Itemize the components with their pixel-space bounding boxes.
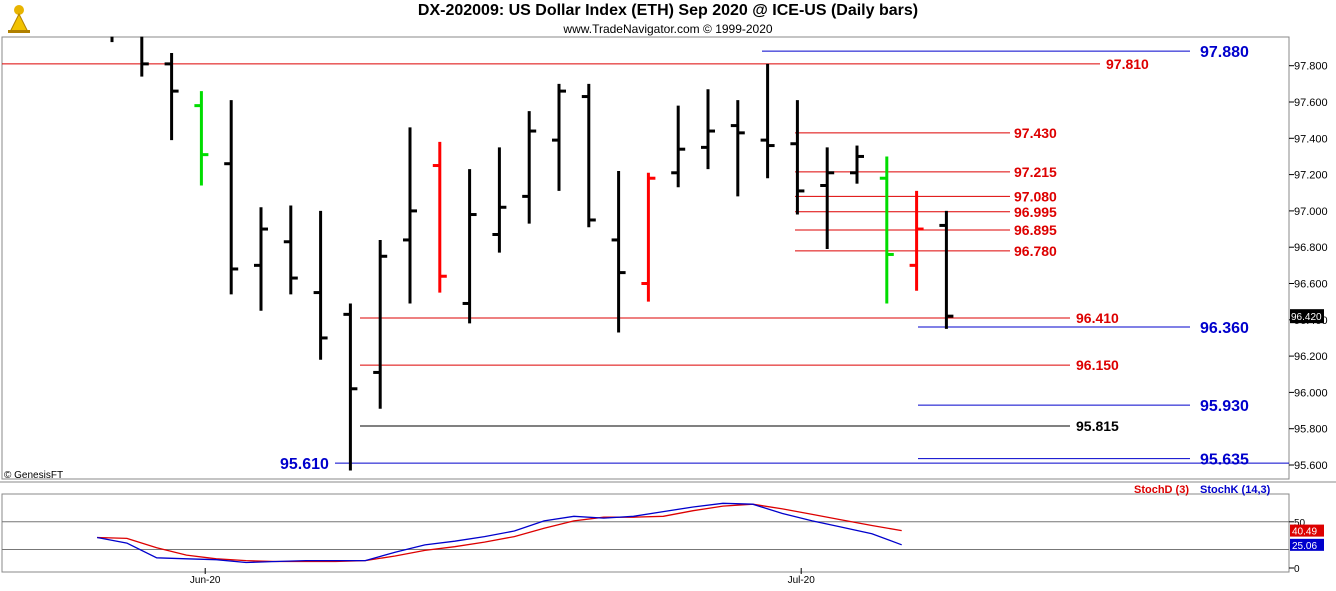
price-axis-label: 95.600 <box>1294 460 1328 472</box>
last-price-tag <box>1290 309 1324 324</box>
level-label: 95.610 <box>280 456 329 473</box>
ohlc-bar <box>581 83 596 228</box>
watermark: © GenesisFT <box>4 470 63 481</box>
legend-stoch-k: StochK (14,3) <box>1200 484 1271 496</box>
level-label: 95.815 <box>1076 418 1119 434</box>
ohlc-bar <box>283 205 298 295</box>
ohlc-bar <box>343 303 358 471</box>
ohlc-bar <box>730 100 745 197</box>
oscillator-panel <box>1 493 1290 573</box>
stoch-d-tag <box>1290 524 1324 537</box>
ohlc-bar <box>492 147 507 253</box>
price-axis-label: 97.200 <box>1294 170 1328 182</box>
level-label: 96.360 <box>1200 320 1249 337</box>
ohlc-bar <box>522 111 537 224</box>
stoch-d-value: 40.49 <box>1292 527 1317 538</box>
ohlc-bar <box>224 100 239 295</box>
level-label: 96.410 <box>1076 310 1119 326</box>
ohlc-bar <box>760 63 775 179</box>
level-label: 96.995 <box>1014 204 1057 220</box>
ohlc-bar <box>790 100 805 215</box>
chart-title: DX-202009: US Dollar Index (ETH) Sep 202… <box>417 2 919 19</box>
ohlc-bar <box>313 210 328 360</box>
price-axis-label: 97.600 <box>1294 97 1328 109</box>
x-axis-label: Jun-20 <box>190 575 221 586</box>
price-axis-label: 96.600 <box>1294 279 1328 291</box>
price-panel <box>1 36 1290 480</box>
ohlc-bar <box>432 141 447 293</box>
level-label: 97.430 <box>1014 125 1057 141</box>
level-label: 95.635 <box>1200 452 1249 469</box>
price-axis-label: 97.800 <box>1294 61 1328 73</box>
osc-axis-label: 50 <box>1294 518 1306 529</box>
price-axis-label: 97.000 <box>1294 206 1328 218</box>
genesis-logo <box>6 4 32 39</box>
ohlc-bar <box>879 156 894 304</box>
chart-subtitle: www.TradeNavigator.com © 1999-2020 <box>563 22 773 36</box>
level-label: 96.895 <box>1014 222 1057 238</box>
ohlc-bar <box>701 89 715 170</box>
ohlc-bar <box>194 91 209 186</box>
ohlc-bar <box>671 105 686 188</box>
ohlc-bar <box>909 190 924 291</box>
osc-axis-label: 0 <box>1294 564 1300 575</box>
stoch-k-value: 25.06 <box>1292 541 1317 552</box>
level-label: 97.080 <box>1014 188 1057 204</box>
ohlc-bar <box>820 147 835 250</box>
ohlc-bar <box>611 170 626 333</box>
stoch-d-line <box>97 503 902 563</box>
price-axis-label: 96.800 <box>1294 242 1328 254</box>
ohlc-bar <box>462 169 477 324</box>
price-axis-label: 97.400 <box>1294 133 1328 145</box>
ohlc-bar <box>164 52 179 141</box>
level-label: 97.810 <box>1106 56 1149 72</box>
stoch-k-tag <box>1290 538 1324 551</box>
stoch-k-line <box>96 502 902 564</box>
level-label: 96.780 <box>1014 243 1057 259</box>
level-label: 97.880 <box>1200 44 1249 61</box>
ohlc-bar <box>373 239 388 409</box>
ohlc-bar <box>140 36 149 77</box>
ohlc-bar <box>403 127 417 304</box>
level-label: 95.930 <box>1200 398 1249 415</box>
ohlc-bar <box>939 210 954 329</box>
price-axis-label: 96.200 <box>1294 351 1328 363</box>
ohlc-bar <box>552 83 566 191</box>
level-label: 97.215 <box>1014 164 1057 180</box>
last-price-value: 96.420 <box>1291 312 1322 323</box>
level-label: 96.150 <box>1076 357 1119 373</box>
price-axis-label: 96.000 <box>1294 387 1328 399</box>
legend-stoch-d: StochD (3) <box>1134 484 1189 496</box>
price-axis-label: 95.800 <box>1294 424 1328 436</box>
ohlc-bar <box>254 207 268 311</box>
x-axis-label: Jul-20 <box>788 575 816 586</box>
ohlc-bar <box>850 145 864 184</box>
ohlc-bar <box>641 172 656 302</box>
